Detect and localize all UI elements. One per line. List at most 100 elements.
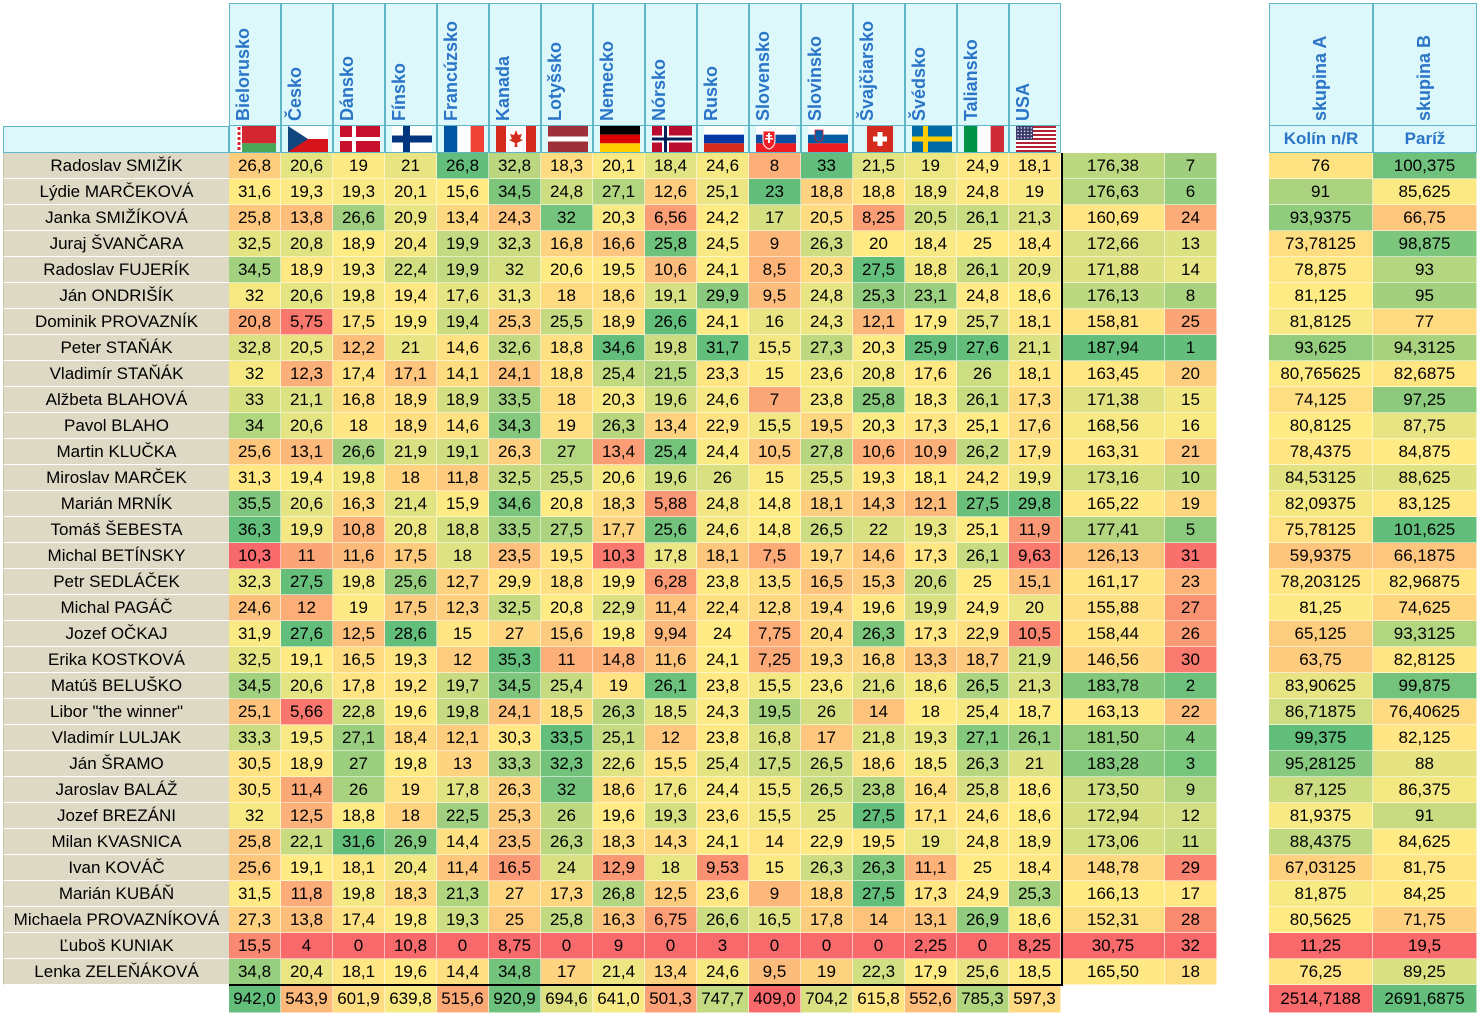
score-cell[interactable]: 23,6 [697, 881, 749, 907]
score-cell[interactable]: 20,6 [905, 569, 957, 595]
score-cell[interactable]: 18,4 [905, 231, 957, 257]
score-cell[interactable]: 18,8 [801, 179, 853, 205]
score-cell[interactable]: 25,3 [853, 283, 905, 309]
score-cell[interactable]: 29,9 [697, 283, 749, 309]
column-total-cell[interactable]: 942,0 [229, 985, 281, 1013]
score-cell[interactable]: 25,3 [489, 803, 541, 829]
score-cell[interactable]: 25,6 [229, 439, 281, 465]
row-total-cell[interactable]: 173,06 [1062, 829, 1165, 855]
score-cell[interactable]: 26,5 [801, 777, 853, 803]
score-cell[interactable]: 26,1 [1009, 725, 1061, 751]
score-cell[interactable]: 24,6 [957, 803, 1009, 829]
score-cell[interactable]: 8,5 [749, 257, 801, 283]
score-cell[interactable]: 12,2 [333, 335, 385, 361]
score-cell[interactable]: 18 [541, 283, 593, 309]
score-cell[interactable]: 10,6 [853, 439, 905, 465]
score-cell[interactable]: 24 [541, 855, 593, 881]
group-b-cell[interactable]: 19,5 [1373, 933, 1477, 959]
score-cell[interactable]: 31,3 [489, 283, 541, 309]
score-cell[interactable]: 20,5 [905, 205, 957, 231]
score-cell[interactable]: 19,3 [905, 725, 957, 751]
score-cell[interactable]: 24,8 [957, 283, 1009, 309]
score-cell[interactable]: 24,3 [801, 309, 853, 335]
score-cell[interactable]: 27,6 [957, 335, 1009, 361]
group-b-cell[interactable]: 93,3125 [1373, 621, 1477, 647]
score-cell[interactable]: 7,25 [749, 647, 801, 673]
rank-cell[interactable]: 31 [1165, 543, 1217, 569]
row-name[interactable]: Vladimír LULJAK [3, 725, 229, 751]
score-cell[interactable]: 19,1 [645, 283, 697, 309]
rank-cell[interactable]: 26 [1165, 621, 1217, 647]
score-cell[interactable]: 25 [957, 569, 1009, 595]
rank-cell[interactable]: 28 [1165, 907, 1217, 933]
row-name[interactable]: Radoslav FUJERÍK [3, 257, 229, 283]
score-cell[interactable]: 23,6 [801, 361, 853, 387]
score-cell[interactable]: 20,9 [385, 205, 437, 231]
score-cell[interactable]: 17,1 [905, 803, 957, 829]
group-b-cell[interactable]: 87,75 [1373, 413, 1477, 439]
score-cell[interactable]: 26,3 [853, 855, 905, 881]
score-cell[interactable]: 27,5 [281, 569, 333, 595]
score-cell[interactable]: 18,8 [801, 881, 853, 907]
score-cell[interactable]: 20,3 [801, 257, 853, 283]
score-cell[interactable]: 19,9 [593, 569, 645, 595]
score-cell[interactable]: 14 [853, 699, 905, 725]
score-cell[interactable]: 19,9 [905, 595, 957, 621]
score-cell[interactable]: 19,2 [385, 673, 437, 699]
group-a-cell[interactable]: 67,03125 [1269, 855, 1373, 881]
score-cell[interactable]: 11,4 [281, 777, 333, 803]
score-cell[interactable]: 17,4 [333, 361, 385, 387]
score-cell[interactable]: 19,5 [593, 257, 645, 283]
score-cell[interactable]: 34,5 [489, 179, 541, 205]
score-cell[interactable]: 15,5 [645, 751, 697, 777]
score-cell[interactable]: 17,9 [905, 959, 957, 985]
score-cell[interactable]: 32,8 [489, 153, 541, 179]
score-cell[interactable]: 25,8 [229, 205, 281, 231]
row-total-cell[interactable]: 160,69 [1062, 205, 1165, 231]
score-cell[interactable]: 18,5 [1009, 959, 1061, 985]
score-cell[interactable]: 24,3 [489, 205, 541, 231]
score-cell[interactable]: 16,8 [853, 647, 905, 673]
score-cell[interactable]: 18,1 [905, 465, 957, 491]
score-cell[interactable]: 26,5 [801, 751, 853, 777]
group-b-total[interactable]: 2691,6875 [1373, 985, 1477, 1013]
score-cell[interactable]: 24,1 [697, 829, 749, 855]
score-cell[interactable]: 18,3 [593, 829, 645, 855]
score-cell[interactable]: 24,1 [489, 699, 541, 725]
row-total-cell[interactable]: 177,41 [1062, 517, 1165, 543]
score-cell[interactable]: 25,6 [957, 959, 1009, 985]
group-b-cell[interactable]: 82,125 [1373, 725, 1477, 751]
score-cell[interactable]: 26,8 [229, 153, 281, 179]
group-a-total[interactable]: 2514,7188 [1269, 985, 1373, 1013]
group-b-cell[interactable]: 99,875 [1373, 673, 1477, 699]
score-cell[interactable]: 33,3 [229, 725, 281, 751]
score-cell[interactable]: 25,4 [697, 751, 749, 777]
score-cell[interactable]: 17,4 [333, 907, 385, 933]
rank-cell[interactable]: 17 [1165, 881, 1217, 907]
score-cell[interactable]: 32 [229, 803, 281, 829]
score-cell[interactable]: 18,6 [1009, 283, 1061, 309]
row-name[interactable]: Juraj ŠVANČARA [3, 231, 229, 257]
column-header-group-a[interactable]: skupina A [1269, 3, 1373, 126]
score-cell[interactable]: 18,9 [1009, 829, 1061, 855]
score-cell[interactable]: 17,1 [385, 361, 437, 387]
column-total-cell[interactable]: 639,8 [385, 985, 437, 1013]
row-name[interactable]: Jozef OČKAJ [3, 621, 229, 647]
rank-cell[interactable]: 3 [1165, 751, 1217, 777]
score-cell[interactable]: 24,6 [697, 153, 749, 179]
score-cell[interactable]: 26,3 [801, 855, 853, 881]
rank-cell[interactable]: 7 [1165, 153, 1217, 179]
score-cell[interactable]: 19 [1009, 179, 1061, 205]
row-name[interactable]: Michaela PROVAZNÍKOVÁ [3, 907, 229, 933]
group-b-cell[interactable]: 74,625 [1373, 595, 1477, 621]
score-cell[interactable]: 18,4 [1009, 855, 1061, 881]
score-cell[interactable]: 20,5 [801, 205, 853, 231]
group-b-cell[interactable]: 84,875 [1373, 439, 1477, 465]
score-cell[interactable]: 21,3 [1009, 673, 1061, 699]
score-cell[interactable]: 25 [489, 907, 541, 933]
score-cell[interactable]: 17 [749, 205, 801, 231]
score-cell[interactable]: 8 [749, 153, 801, 179]
score-cell[interactable]: 26,3 [957, 751, 1009, 777]
score-cell[interactable]: 14,1 [437, 361, 489, 387]
group-a-cell[interactable]: 76,25 [1269, 959, 1373, 985]
